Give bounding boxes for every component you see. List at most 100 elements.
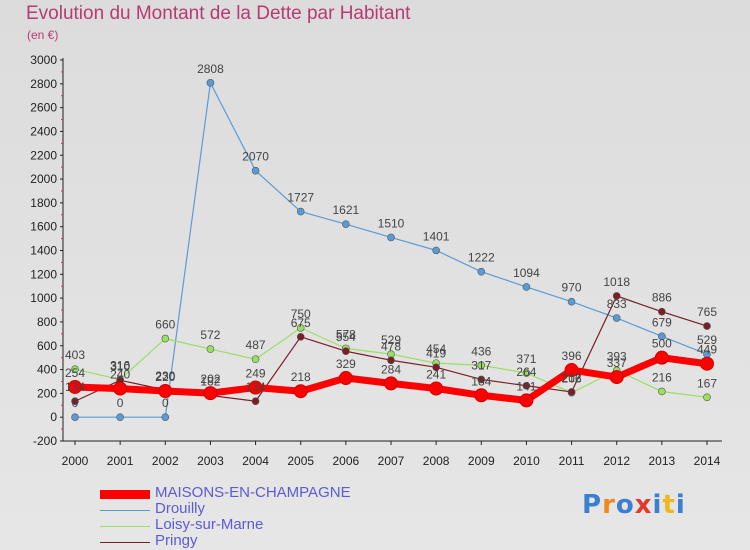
data-label-pringy: 264 <box>516 365 536 379</box>
chart-data-labels: 0 0 0 2808 2070 1727 1621 1510 1401 1222 1094 970 83… <box>65 62 717 410</box>
data-point-loisy <box>658 387 666 396</box>
data-label-maisons: 202 <box>200 372 220 386</box>
data-point-drouilly <box>432 246 440 255</box>
data-point-drouilly <box>116 413 124 421</box>
data-point-loisy <box>296 324 305 332</box>
logo-letter: t <box>662 490 676 520</box>
data-label-loisy: 206 <box>562 372 582 386</box>
logo-letter: i <box>652 490 663 520</box>
data-label-drouilly: 0 <box>117 396 124 410</box>
data-point-maisons <box>429 381 444 396</box>
y-tick-label: 3000 <box>30 53 57 67</box>
chart-series <box>68 79 714 421</box>
y-tick-label: 1400 <box>30 244 57 258</box>
data-point-maisons <box>203 386 218 401</box>
y-tick-label: -200 <box>33 434 57 448</box>
x-tick-label: 2014 <box>694 454 721 468</box>
data-point-pringy <box>612 292 621 300</box>
data-point-maisons <box>654 350 669 365</box>
data-label-pringy: 182 <box>200 375 220 389</box>
y-tick-label: 1800 <box>30 196 57 210</box>
data-point-pringy <box>432 363 440 372</box>
x-tick-label: 2010 <box>513 454 540 468</box>
legend-label-maisons: MAISONS-EN-CHAMPAGNE <box>155 484 351 501</box>
data-label-maisons: 241 <box>426 367 446 381</box>
data-point-pringy <box>296 333 305 341</box>
data-label-drouilly: 529 <box>697 333 717 347</box>
data-label-loisy: 660 <box>155 318 175 332</box>
chart-title: Evolution du Montant de la Dette par Hab… <box>26 3 411 24</box>
data-point-loisy <box>71 365 79 374</box>
x-tick-label: 2005 <box>287 454 314 468</box>
data-label-pringy: 419 <box>426 346 446 360</box>
data-label-drouilly: 1510 <box>378 216 405 230</box>
data-label-loisy: 454 <box>426 342 446 356</box>
data-point-maisons <box>564 363 579 378</box>
data-point-maisons <box>293 384 308 399</box>
data-label-maisons: 141 <box>516 379 536 393</box>
data-label-loisy: 578 <box>336 327 356 341</box>
data-label-loisy: 750 <box>291 307 311 321</box>
y-tick-label: 400 <box>37 363 57 377</box>
data-point-pringy <box>387 356 395 365</box>
data-label-pringy: 478 <box>381 339 401 353</box>
data-point-maisons <box>474 388 489 403</box>
y-tick-label: 1600 <box>30 220 57 234</box>
data-label-maisons: 218 <box>291 370 311 384</box>
data-label-maisons: 500 <box>652 337 672 351</box>
data-label-maisons: 220 <box>155 370 175 384</box>
data-point-maisons <box>609 370 624 385</box>
data-point-drouilly <box>658 332 666 341</box>
x-tick-label: 2011 <box>559 454 585 468</box>
legend-swatch-drouilly <box>100 510 150 511</box>
x-tick-label: 2003 <box>197 454 224 468</box>
data-label-pringy: 1018 <box>603 275 630 289</box>
legend-swatch-loisy <box>100 526 150 527</box>
y-tick-label: 1000 <box>30 291 57 305</box>
data-label-maisons: 254 <box>65 366 85 380</box>
legend-swatch-pringy <box>100 542 150 543</box>
legend-label-loisy: Loisy-sur-Marne <box>155 516 264 533</box>
data-point-pringy <box>658 307 666 316</box>
x-tick-label: 2001 <box>107 454 134 468</box>
data-point-loisy <box>703 393 711 402</box>
data-point-pringy <box>342 347 350 356</box>
data-point-loisy <box>161 334 170 343</box>
data-point-loisy <box>522 369 531 377</box>
x-tick-label: 2012 <box>603 454 630 468</box>
data-point-maisons <box>248 380 263 395</box>
data-point-drouilly <box>387 233 395 242</box>
data-label-loisy: 371 <box>516 352 536 366</box>
data-label-drouilly: 970 <box>562 281 582 295</box>
y-tick-label: 2400 <box>30 124 57 138</box>
logo-letter: r <box>602 490 616 520</box>
data-point-pringy <box>567 388 576 396</box>
x-tick-label: 2006 <box>333 454 360 468</box>
data-label-pringy: 310 <box>110 359 130 373</box>
data-label-drouilly: 833 <box>607 297 627 311</box>
data-label-pringy: 134 <box>246 380 266 394</box>
data-label-drouilly: 1621 <box>333 203 360 217</box>
data-point-pringy <box>477 375 486 384</box>
data-label-loisy: 393 <box>607 349 627 363</box>
data-label-drouilly: 679 <box>652 315 672 329</box>
data-label-pringy: 212 <box>562 371 582 385</box>
data-point-pringy <box>251 397 260 406</box>
x-tick-label: 2008 <box>423 454 450 468</box>
data-point-drouilly <box>477 267 486 276</box>
data-point-maisons <box>158 383 173 398</box>
data-label-maisons: 329 <box>336 357 356 371</box>
data-point-drouilly <box>522 283 531 291</box>
x-tick-label: 2007 <box>378 454 405 468</box>
data-label-maisons: 337 <box>607 356 627 370</box>
data-label-loisy: 316 <box>110 359 130 373</box>
x-tick-label: 2000 <box>62 454 89 468</box>
data-label-loisy: 216 <box>652 370 672 384</box>
data-point-drouilly <box>612 314 621 322</box>
y-tick-label: 0 <box>50 410 57 424</box>
logo-letter: i <box>675 490 686 520</box>
data-label-drouilly: 1222 <box>468 251 495 265</box>
data-label-maisons: 184 <box>471 374 491 388</box>
